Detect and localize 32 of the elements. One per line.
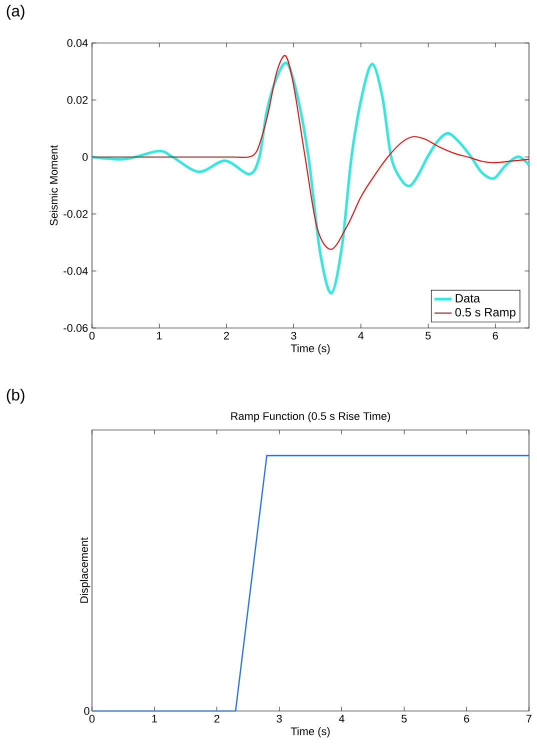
legend-label: 0.5 s Ramp: [455, 308, 516, 319]
y-tick-label: 0: [82, 153, 88, 161]
x-tick-label: 0: [89, 332, 95, 340]
text: (b): [6, 388, 24, 404]
y-tick-label: -0.04: [64, 267, 88, 275]
y-tick-label: 0.02: [67, 96, 88, 104]
x-tick-label: 1: [152, 714, 157, 722]
x-tick-label: 5: [426, 332, 431, 340]
line-series: [90, 62, 530, 295]
x-tick-label: 1: [157, 332, 162, 340]
x-tick-label: 6: [492, 332, 498, 340]
y-tick-label: -0.06: [64, 324, 88, 332]
x-tick-label: 3: [291, 332, 296, 340]
x-axis-title: Time (s): [290, 344, 330, 354]
y-axis-title: Displacement: [80, 537, 90, 603]
y-tick-label: -0.02: [64, 210, 88, 218]
chart-title: Ramp Function (0.5 s Rise Time): [231, 412, 390, 422]
x-tick-label: 7: [526, 714, 532, 722]
legend-label: Data: [456, 294, 480, 302]
x-tick-label: 0: [89, 714, 95, 723]
x-tick-label: 6: [464, 714, 470, 723]
x-tick-label: 5: [402, 714, 407, 722]
text: (a): [6, 4, 24, 20]
x-tick-label: 4: [338, 714, 344, 722]
y-axis-title: Seismic Moment: [50, 145, 58, 226]
x-tick-label: 2: [224, 332, 229, 340]
x-tick-label: 3: [276, 714, 282, 723]
x-tick-label: 2: [214, 714, 220, 723]
line-series: [91, 55, 530, 250]
x-axis-title: Time (s): [290, 727, 330, 738]
y-tick-label: 0.04: [67, 39, 88, 47]
x-tick-label: 4: [358, 332, 364, 340]
